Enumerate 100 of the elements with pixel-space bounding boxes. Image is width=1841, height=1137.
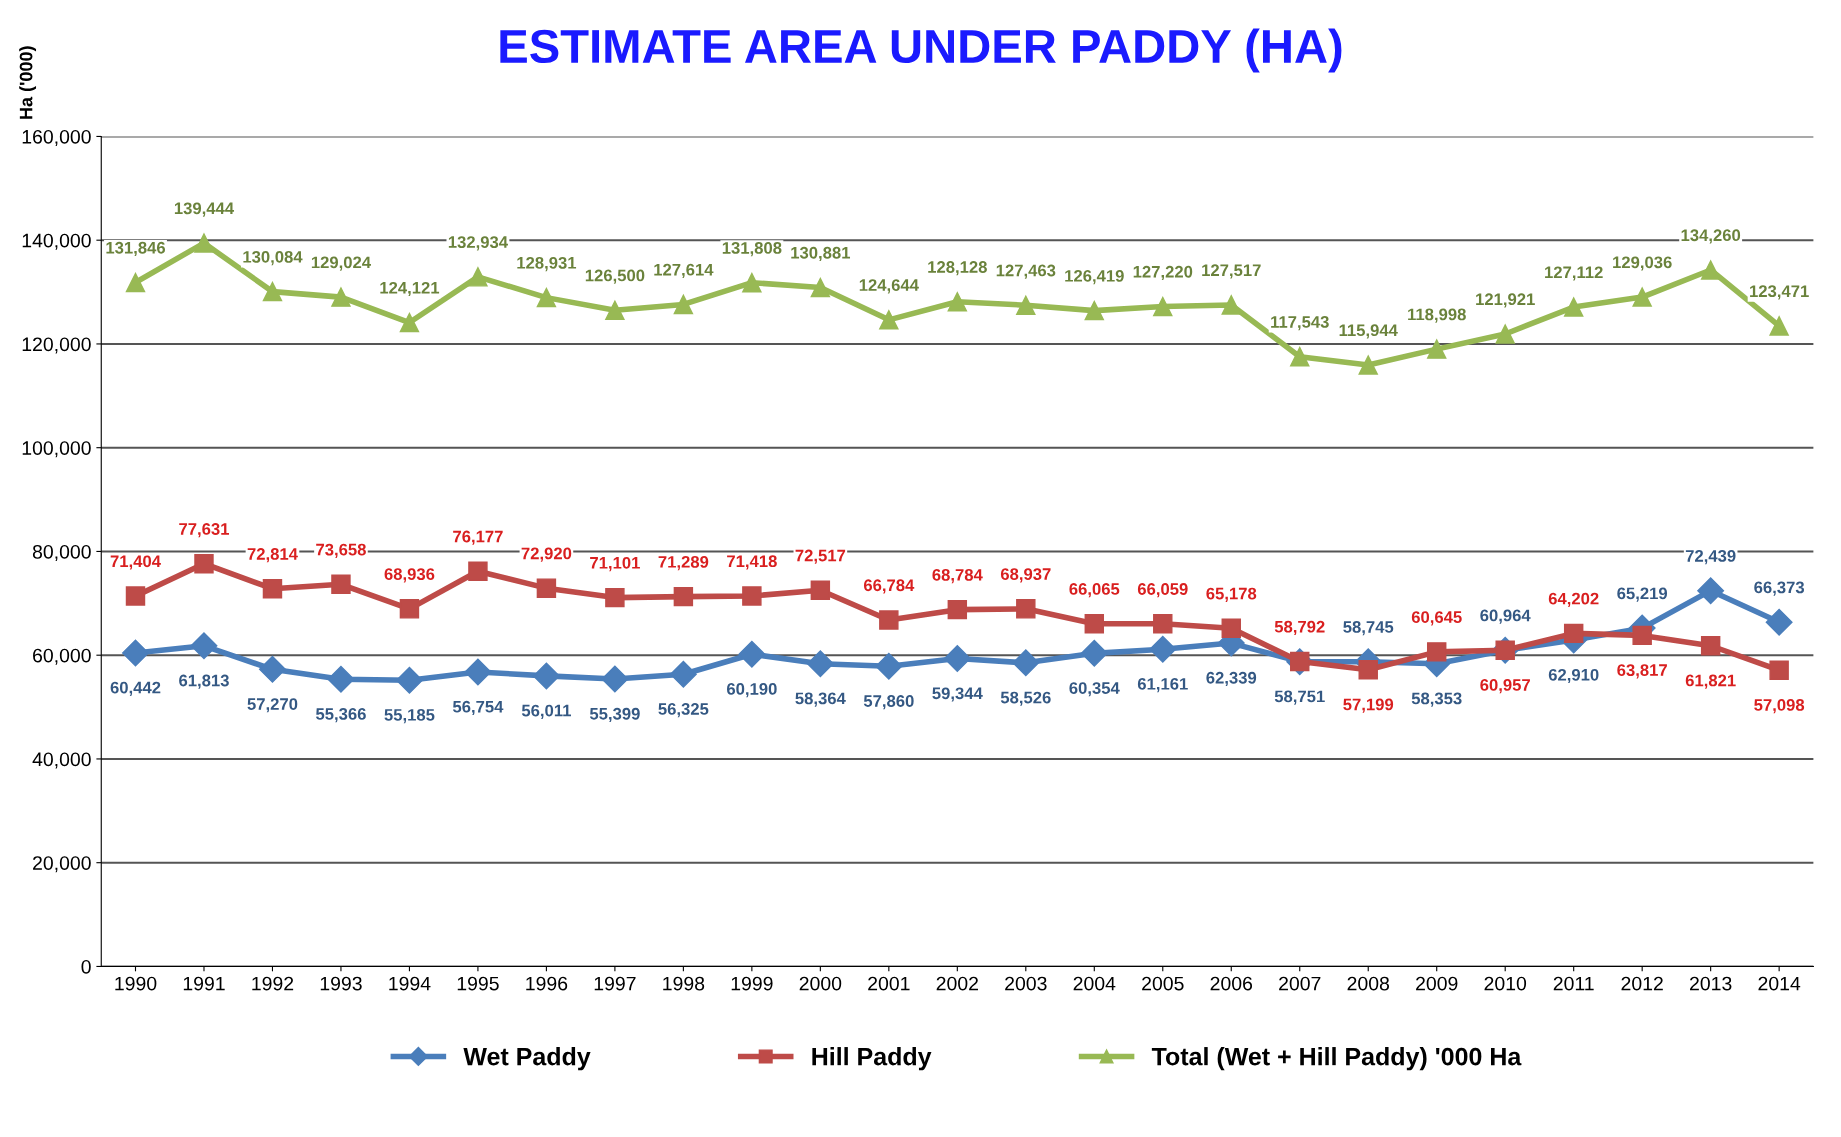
point [190,632,218,660]
point [122,639,149,667]
x-tick-label: 2006 [1210,976,1253,991]
x-tick-label: 2014 [1758,976,1801,991]
data-label: 139,444 [174,202,235,217]
data-label: 63,817 [1617,664,1667,679]
point [673,294,694,315]
x-tick-label: 1996 [526,976,568,991]
point [262,281,283,302]
point [262,578,283,599]
point [601,665,629,693]
point [947,599,968,620]
point [1563,297,1584,317]
x-tick-label: 2009 [1416,976,1458,991]
point [875,652,903,680]
point [1084,300,1105,321]
data-label: 61,161 [1137,677,1188,693]
y-tick-label: 20,000 [33,856,91,873]
data-label: 115,944 [1339,324,1398,339]
data-label: 134,260 [1681,229,1741,244]
point [673,586,694,607]
data-label: 61,813 [179,674,229,689]
point [605,300,625,320]
data-label: 68,937 [1000,568,1051,583]
point [1700,260,1721,280]
point [1426,339,1447,359]
point [1632,625,1652,646]
point [331,287,351,307]
data-label: 130,881 [791,246,851,262]
data-label: 127,112 [1545,266,1603,281]
data-label: 124,644 [859,279,919,294]
data-label: 73,658 [316,543,366,558]
point [532,662,560,690]
data-label: 66,373 [1754,581,1805,596]
data-label: 55,366 [315,708,366,723]
x-tick-label: 2002 [936,976,978,991]
data-label: 118,998 [1408,308,1466,323]
data-label: 128,128 [928,261,987,276]
y-tick-label: 160,000 [22,129,91,146]
point [1080,639,1108,667]
data-label: 66,059 [1137,583,1188,598]
point [1769,316,1789,336]
y-tick-label: 140,000 [22,233,91,250]
point [1221,295,1241,315]
point [605,587,625,608]
data-label: 56,754 [452,700,504,716]
point [1700,636,1721,656]
data-label: 58,792 [1274,620,1325,636]
data-label: 58,353 [1411,692,1462,707]
data-label: 60,645 [1411,611,1462,626]
point [125,272,146,293]
point [1765,608,1793,636]
data-label: 66,784 [863,579,915,594]
point [1632,287,1652,307]
data-label: 56,011 [521,704,571,719]
x-tick-label: 1998 [663,976,705,991]
point [331,574,351,595]
point [536,287,557,308]
point [1016,295,1036,315]
x-tick-label: 2008 [1347,976,1390,991]
point [879,610,899,630]
point [1084,614,1105,634]
data-label: 57,098 [1754,699,1805,714]
data-label: 59,344 [932,687,983,702]
data-label: 71,101 [590,556,640,572]
data-label: 62,910 [1548,668,1599,684]
y-tick-label: 40,000 [32,752,91,769]
x-tick-label: 1991 [183,976,225,991]
point [468,561,488,581]
x-tick-label: 1997 [594,976,636,991]
data-label: 72,439 [1685,550,1736,565]
x-tick-label: 2003 [1005,976,1047,991]
point [1153,296,1173,317]
data-label: 126,419 [1065,269,1124,285]
data-label: 127,463 [996,264,1056,279]
point [1153,614,1173,634]
x-tick-label: 2007 [1279,976,1321,991]
data-label: 124,121 [380,281,440,297]
x-tick-label: 1994 [389,976,431,991]
data-label: 71,404 [110,555,161,570]
data-label: 58,526 [1000,691,1051,706]
point [536,578,557,598]
point [464,658,492,686]
data-label: 127,517 [1202,264,1261,279]
data-label: 72,814 [247,548,298,563]
point [1221,618,1241,639]
y-tick-label: 80,000 [32,544,91,561]
data-label: 66,065 [1069,583,1120,598]
legend-label: Wet Paddy [463,1047,591,1071]
point [947,292,968,312]
point [399,312,420,333]
point [810,277,831,298]
data-label: 64,202 [1548,592,1599,607]
point [399,599,420,619]
data-label: 62,339 [1206,671,1257,687]
legend-label: Total (Wet + Hill Paddy) '000 Ha [1151,1047,1522,1071]
point [806,650,834,678]
data-label: 60,190 [726,682,777,698]
x-tick-label: 1990 [115,976,157,991]
point [1769,660,1789,680]
